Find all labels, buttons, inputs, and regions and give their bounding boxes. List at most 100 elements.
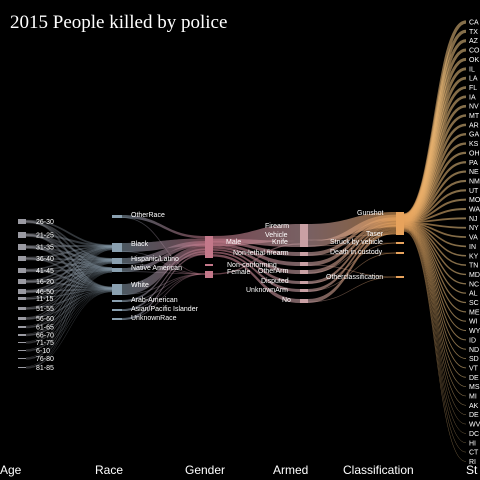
state-label-fl: FL (469, 85, 477, 92)
age-node-61-65[interactable] (18, 326, 26, 328)
state-label-oh: OH (469, 150, 480, 157)
link-race-gender (122, 238, 205, 252)
race-node-black[interactable] (112, 243, 122, 252)
classification-node-death-in-custody[interactable] (396, 252, 404, 254)
classification-label-gunshot: Gunshot (357, 210, 384, 217)
age-node-21-25[interactable] (18, 232, 26, 238)
link-age-race (25, 271, 113, 344)
link-armed-classification (308, 225, 396, 284)
link-armed-classification (307, 242, 397, 284)
age-node-6-10[interactable] (18, 350, 26, 351)
age-node-41-45[interactable] (18, 268, 26, 273)
link-gender-armed (212, 243, 301, 275)
age-node-31-35[interactable] (18, 244, 26, 250)
race-label-arab-american: Arab-American (131, 297, 178, 304)
classification-node-taser[interactable] (396, 233, 404, 235)
state-label-va: VA (469, 235, 478, 242)
state-label-de: DE (469, 375, 479, 382)
gender-node-non-conforming[interactable] (205, 264, 213, 266)
age-node-51-55[interactable] (18, 307, 26, 310)
armed-node-otherarm[interactable] (300, 270, 308, 274)
link-race-gender (122, 215, 205, 239)
gender-label-non-conforming: Non-conforming (227, 262, 277, 269)
race-node-otherrace[interactable] (112, 215, 122, 218)
state-label-wv: WV (469, 422, 480, 429)
state-label-hi: HI (469, 440, 476, 447)
link-race-gender (122, 251, 205, 311)
state-label-tx: TX (469, 29, 478, 36)
link-classification-state (403, 230, 467, 434)
gender-node-female[interactable] (205, 271, 213, 278)
classification-label-taser: Taser (366, 231, 384, 238)
race-label-native-american: Native American (131, 265, 182, 272)
state-label-la: LA (469, 76, 478, 83)
age-label-16-20: 16-20 (36, 279, 54, 286)
age-node-56-60[interactable] (18, 317, 26, 320)
classification-node-gunshot[interactable] (396, 212, 404, 234)
link-age-race (25, 263, 113, 369)
age-node-11-15[interactable] (18, 297, 26, 300)
armed-node-unknownarm[interactable] (300, 289, 308, 292)
link-race-gender (122, 243, 205, 272)
link-gender-armed (213, 249, 300, 284)
link-gender-armed (213, 254, 300, 303)
classification-label-death-in-custody: Death in custody (330, 249, 383, 256)
state-label-nm: NM (469, 178, 480, 185)
armed-label-non-lethal-firearm: Non-lethal firearm (233, 250, 289, 257)
link-classification-state (403, 229, 467, 406)
age-label-21-25: 21-25 (36, 233, 54, 240)
classification-node-otherclassification[interactable] (396, 276, 404, 278)
state-label-wa: WA (469, 207, 480, 214)
race-label-asian-pacific-islander: Asian/Pacific Islander (131, 306, 199, 313)
armed-node-firearm[interactable] (300, 224, 308, 241)
link-classification-state (403, 226, 467, 332)
link-age-race (25, 262, 113, 360)
sankey-labels: 26-30 21-25 31-35 36-40 41-45 16-20 46-5011-15… (36, 20, 480, 466)
classification-node-struck-by-vehicle[interactable] (396, 242, 404, 244)
age-label-71-75: 71-75 (36, 340, 54, 347)
race-node-asian-pacific-islander[interactable] (112, 309, 122, 311)
link-age-race (25, 248, 113, 335)
age-node-16-20[interactable] (18, 279, 26, 284)
age-node-26-30[interactable] (18, 219, 26, 224)
link-age-race (25, 261, 113, 320)
column-header-st: St (466, 463, 478, 477)
race-node-native-american[interactable] (112, 268, 122, 272)
armed-label-disputed: Disputed (261, 278, 289, 285)
race-node-hispanic-latino[interactable] (112, 258, 122, 264)
state-label-in: IN (469, 244, 476, 251)
state-label-ms: MS (469, 384, 480, 391)
race-node-unknownrace[interactable] (112, 318, 122, 320)
classification-label-otherclassification: Otherclassification (326, 274, 383, 281)
link-armed-classification (308, 230, 396, 303)
link-classification-state (403, 228, 467, 397)
race-label-white: White (131, 282, 149, 289)
armed-node-knife[interactable] (300, 241, 308, 247)
age-label-46-50: 46-50 (36, 289, 54, 296)
armed-node-vehicle[interactable] (300, 262, 308, 266)
armed-node-disputed[interactable] (300, 281, 308, 284)
age-node-81-85[interactable] (18, 367, 26, 368)
sankey-nodes (18, 212, 404, 368)
age-node-76-80[interactable] (18, 358, 26, 359)
link-race-gender (121, 273, 206, 320)
state-label-pa: PA (469, 160, 478, 167)
link-age-race (25, 262, 113, 352)
gender-node-male[interactable] (205, 236, 213, 258)
age-node-36-40[interactable] (18, 256, 26, 261)
link-age-race (25, 261, 113, 336)
state-label-ar: AR (469, 122, 479, 129)
age-node-71-75[interactable] (18, 342, 26, 343)
race-label-otherrace: OtherRace (131, 212, 165, 219)
armed-label-firearm: Firearm (265, 223, 289, 230)
age-node-66-70[interactable] (18, 334, 26, 336)
state-label-ct: CT (469, 450, 479, 457)
race-node-white[interactable] (112, 284, 122, 295)
state-label-sd: SD (469, 356, 479, 363)
armed-node-non-lethal-firearm[interactable] (300, 252, 308, 256)
race-node-arab-american[interactable] (112, 300, 122, 302)
age-node-46-50[interactable] (18, 289, 26, 294)
armed-node-no[interactable] (300, 299, 308, 303)
link-classification-state (403, 228, 467, 387)
